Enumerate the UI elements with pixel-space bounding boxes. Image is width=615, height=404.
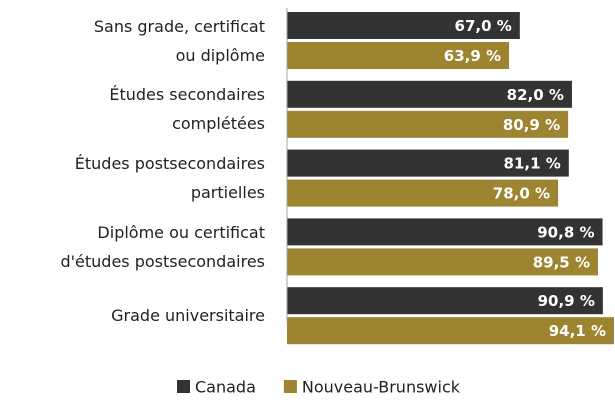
value-label: 94,1 % [549, 322, 606, 340]
value-label: 81,1 % [504, 155, 561, 173]
value-label: 80,9 % [503, 116, 560, 134]
value-label: 78,0 % [493, 185, 550, 203]
bar [287, 149, 569, 177]
legend-swatch [177, 380, 190, 393]
legend-label: Canada [195, 378, 256, 397]
legend-label: Nouveau-Brunswick [302, 378, 461, 397]
legend-swatch [283, 380, 297, 393]
category-label: Grade universitaire [111, 306, 265, 326]
bar [287, 248, 599, 276]
value-label: 90,9 % [538, 292, 595, 310]
bar [287, 12, 520, 39]
value-label: 89,5 % [533, 253, 590, 271]
bar [287, 287, 603, 315]
bar [287, 179, 559, 207]
bar [287, 80, 572, 108]
category-label: Sans grade, certificat ou diplôme [93, 16, 265, 65]
value-label: 90,8 % [537, 223, 594, 241]
value-label: 82,0 % [507, 86, 564, 104]
bar [287, 110, 569, 138]
value-label: 63,9 % [444, 47, 501, 65]
bar [287, 317, 614, 345]
bar [287, 218, 603, 246]
category-label: Études postsecondaires partielles [74, 154, 265, 203]
value-label: 67,0 % [455, 17, 512, 35]
category-label: Diplôme ou certificat d'études postsecon… [60, 222, 265, 271]
bar [287, 42, 510, 69]
category-label: Études secondaires complétées [109, 85, 265, 134]
